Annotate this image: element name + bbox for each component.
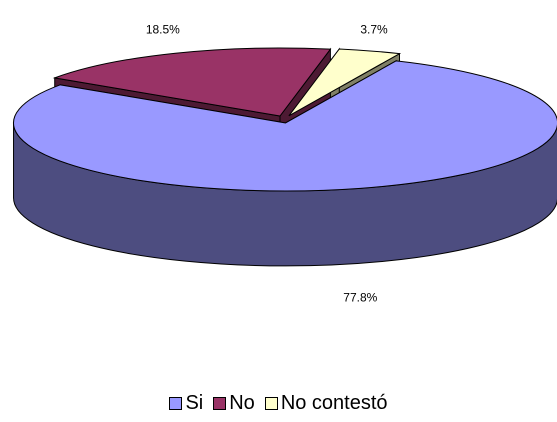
- pie-slice-no: [52, 47, 332, 117]
- pie-chart: 77.8% 18.5% 3.7%: [13, 23, 557, 305]
- legend-item-no-contesto: No contestó: [264, 392, 388, 415]
- pie-slice-si: [13, 60, 557, 192]
- legend-label-no-contesto: No contestó: [280, 392, 388, 414]
- legend-item-no: No: [213, 392, 255, 415]
- legend-swatch-no: [213, 397, 227, 410]
- legend-swatch-no-contesto: [264, 397, 278, 410]
- data-label-si: 77.8%: [343, 290, 377, 304]
- pie-top-layer: [13, 47, 557, 192]
- legend-label-si: Si: [185, 392, 204, 414]
- legend-swatch-si: [169, 397, 183, 410]
- legend: Si No No contestó: [0, 392, 557, 415]
- pie-slice-no-contesto: [288, 48, 402, 117]
- data-label-no: 18.5%: [146, 23, 180, 37]
- data-label-no-contesto: 3.7%: [360, 23, 388, 37]
- pie-label-layer: 77.8% 18.5% 3.7%: [146, 23, 388, 305]
- legend-label-no: No: [229, 392, 255, 414]
- legend-item-si: Si: [169, 392, 203, 415]
